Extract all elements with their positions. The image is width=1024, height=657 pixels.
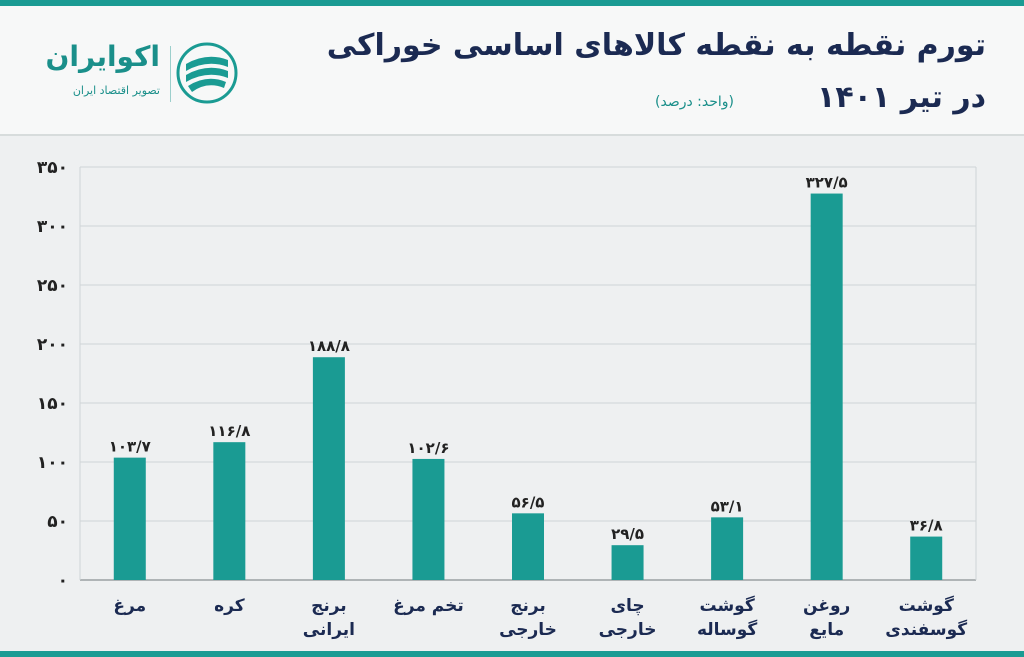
bars — [113, 193, 943, 581]
category-label: گوسفندی — [885, 619, 967, 640]
category-label: گوشت — [899, 595, 954, 616]
category-label: برنج — [311, 596, 347, 616]
bar — [213, 442, 246, 580]
category-label: گوشت — [699, 595, 754, 616]
bar — [611, 545, 644, 580]
top-accent-bar — [0, 0, 1024, 6]
category-label: ایرانی — [303, 620, 355, 640]
value-label: ۲۹/۵ — [611, 525, 644, 543]
value-label: ۵۳/۱ — [711, 497, 744, 515]
bar — [810, 193, 843, 581]
category-label: روغن — [803, 596, 850, 616]
y-tick-label: ۳۵۰ — [37, 158, 68, 178]
category-label: خارجی — [599, 620, 657, 640]
value-label: ۳۶/۸ — [910, 517, 943, 535]
header-separator — [0, 134, 1024, 136]
logo-name: اکوایران — [45, 40, 160, 73]
category-label: مایع — [809, 620, 844, 640]
value-label: ۱۰۳/۷ — [109, 438, 151, 456]
bar — [113, 457, 146, 580]
bar — [312, 357, 345, 580]
logo-tagline: تصویر اقتصاد ایران — [72, 84, 160, 97]
unit-label: (واحد: درصد) — [655, 94, 734, 110]
y-axis-ticks: ۰ ۵۰ ۱۰۰ ۱۵۰ ۲۰۰ ۲۵۰ ۳۰۰ ۳۵۰ — [37, 158, 68, 591]
value-label: ۳۲۷/۵ — [806, 174, 848, 192]
y-tick-label: ۵۰ — [47, 512, 68, 532]
value-labels: ۱۰۳/۷ ۱۱۶/۸ ۱۸۸/۸ ۱۰۲/۶ ۵۶/۵ ۲۹/۵ ۵۳/۱ ۳۲۷/۵ ۳۶/… — [109, 174, 943, 544]
category-label: کره — [214, 596, 245, 616]
bar — [910, 536, 943, 580]
category-label: مرغ — [113, 596, 146, 616]
logo: اکوایران تصویر اقتصاد ایران — [22, 34, 242, 114]
y-tick-label: ۰ — [58, 571, 68, 591]
bar — [711, 517, 744, 580]
bottom-accent-bar — [0, 651, 1024, 657]
y-tick-label: ۱۵۰ — [37, 394, 68, 414]
value-label: ۱۱۶/۸ — [208, 422, 250, 440]
bar — [412, 458, 445, 580]
category-label: خارجی — [499, 620, 557, 640]
value-label: ۱۸۸/۸ — [308, 337, 350, 355]
category-label: تخم مرغ — [393, 596, 464, 616]
y-tick-label: ۱۰۰ — [37, 453, 68, 473]
category-labels: مرغ کره برنج ایرانی تخم مرغ برنج خارجی چای خارجی… — [113, 595, 967, 640]
bar — [512, 513, 544, 580]
chart-title: تورم نقطه به نقطه کالاهای اساسی خوراکی — [326, 28, 986, 63]
category-label: برنج — [510, 596, 546, 616]
header: تورم نقطه به نقطه کالاهای اساسی خوراکی د… — [0, 6, 1024, 134]
logo-mark-icon — [176, 42, 238, 104]
category-label: چای — [610, 596, 644, 616]
value-label: ۱۰۲/۶ — [407, 439, 449, 457]
y-tick-label: ۲۰۰ — [37, 335, 68, 355]
value-label: ۵۶/۵ — [512, 493, 545, 511]
logo-divider — [170, 46, 171, 102]
chart-subtitle: در تیر ۱۴۰۱ — [817, 80, 986, 115]
y-tick-label: ۳۰۰ — [37, 217, 68, 237]
category-label: گوساله — [697, 619, 757, 640]
y-tick-label: ۲۵۰ — [37, 276, 68, 296]
